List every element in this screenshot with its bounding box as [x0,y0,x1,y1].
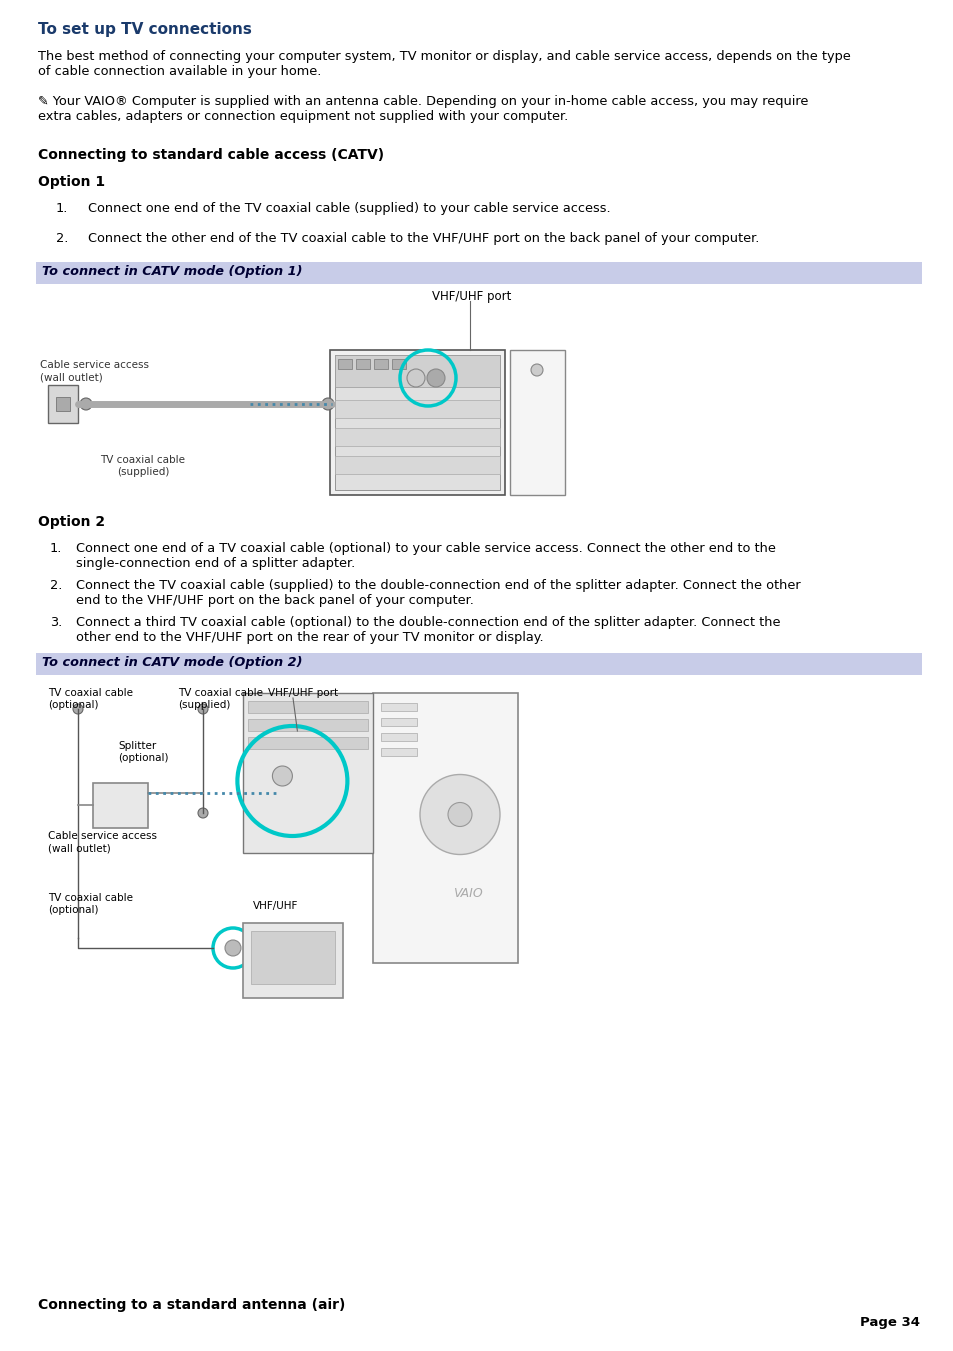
Bar [380,734,416,740]
Text: Splitter
(optional): Splitter (optional) [118,740,169,763]
Bar [335,400,499,417]
Circle shape [80,399,91,409]
Bar [248,738,368,748]
Circle shape [448,802,472,827]
Bar [392,359,406,369]
Circle shape [407,369,424,386]
Bar [330,350,504,494]
Bar [36,653,921,676]
Bar [243,923,343,998]
Bar [355,359,370,369]
Bar [36,262,921,284]
Text: Connect the other end of the TV coaxial cable to the VHF/UHF port on the back pa: Connect the other end of the TV coaxial … [88,232,759,245]
Text: To set up TV connections: To set up TV connections [38,22,252,36]
Text: Connecting to standard cable access (CATV): Connecting to standard cable access (CAT… [38,149,384,162]
Circle shape [419,774,499,854]
Bar [248,701,368,713]
Circle shape [427,369,444,386]
Text: 2.: 2. [50,580,62,592]
Text: VHF/UHF: VHF/UHF [253,901,298,911]
Text: To connect in CATV mode (Option 1): To connect in CATV mode (Option 1) [42,265,302,278]
Text: 1.: 1. [56,203,69,215]
Text: Connecting to a standard antenna (air): Connecting to a standard antenna (air) [38,1298,345,1312]
Text: Cable service access
(wall outlet): Cable service access (wall outlet) [40,359,149,382]
Circle shape [198,704,208,713]
Circle shape [225,940,241,957]
Text: To connect in CATV mode (Option 2): To connect in CATV mode (Option 2) [42,657,302,669]
Circle shape [273,766,292,786]
Bar [251,931,335,984]
Bar [380,717,416,725]
Bar [335,457,499,474]
Text: Connect the TV coaxial cable (supplied) to the double-connection end of the spli: Connect the TV coaxial cable (supplied) … [76,580,800,607]
Text: TV coaxial cable
(optional): TV coaxial cable (optional) [48,893,132,916]
Bar [335,428,499,446]
Bar [248,719,368,731]
Text: Connect one end of a TV coaxial cable (optional) to your cable service access. C: Connect one end of a TV coaxial cable (o… [76,542,775,570]
Text: 3.: 3. [50,616,62,630]
Text: Connect a third TV coaxial cable (optional) to the double-connection end of the : Connect a third TV coaxial cable (option… [76,616,780,644]
Bar [335,355,499,490]
Bar [510,350,564,494]
Text: VHF/UHF port: VHF/UHF port [432,290,511,303]
Bar [337,359,352,369]
Bar [92,784,148,828]
Circle shape [531,363,542,376]
Text: ✎ Your VAIO® Computer is supplied with an antenna cable. Depending on your in-ho: ✎ Your VAIO® Computer is supplied with a… [38,95,807,123]
Text: Page 34: Page 34 [859,1316,919,1329]
Text: TV coaxial cable
(supplied): TV coaxial cable (supplied) [100,455,185,477]
Circle shape [73,704,83,713]
Bar [243,693,373,852]
Bar [48,385,78,423]
Text: Connect one end of the TV coaxial cable (supplied) to your cable service access.: Connect one end of the TV coaxial cable … [88,203,610,215]
Text: VAIO: VAIO [453,888,482,900]
Text: Cable service access
(wall outlet): Cable service access (wall outlet) [48,831,157,854]
Bar [380,703,416,711]
Text: TV coaxial cable
(optional): TV coaxial cable (optional) [48,688,132,711]
Text: 1.: 1. [50,542,62,555]
Text: Option 2: Option 2 [38,515,105,530]
Bar [335,355,499,386]
Circle shape [322,399,334,409]
Bar [373,693,517,963]
Bar [56,397,70,411]
Circle shape [198,808,208,817]
Text: VHF/UHF port: VHF/UHF port [268,688,337,698]
Text: TV coaxial cable
(supplied): TV coaxial cable (supplied) [178,688,263,711]
Bar [374,359,388,369]
Text: Option 1: Option 1 [38,176,105,189]
Bar [380,748,416,757]
Text: 2.: 2. [56,232,69,245]
Text: The best method of connecting your computer system, TV monitor or display, and c: The best method of connecting your compu… [38,50,850,78]
